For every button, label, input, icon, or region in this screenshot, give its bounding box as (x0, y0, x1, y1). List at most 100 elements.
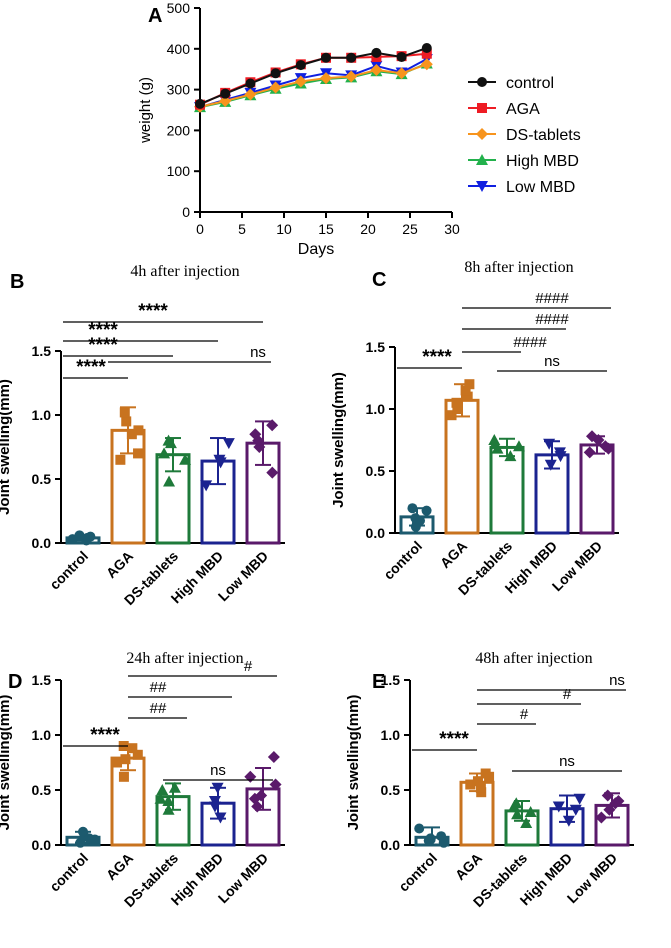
significance-label: **** (88, 335, 118, 356)
data-point (603, 803, 616, 816)
y-tick-label: 1.0 (381, 727, 401, 743)
x-axis-title: Days (298, 241, 334, 258)
data-point (112, 757, 123, 768)
data-point (252, 434, 265, 447)
legend-marker (477, 77, 487, 87)
data-point (244, 770, 257, 783)
data-point (395, 67, 408, 80)
data-point (320, 72, 332, 85)
significance-label: # (520, 706, 529, 723)
significance-label: # (563, 686, 572, 703)
significance-bracket: # (477, 686, 581, 705)
data-point (420, 58, 433, 71)
significance-label: #### (513, 334, 547, 351)
significance-bracket: #### (462, 311, 569, 330)
data-point (211, 782, 224, 794)
series-line-control (199, 47, 428, 105)
panel-a: A 0 100 200 300 400 500 0 5 10 15 20 25 30 Days weight … (137, 0, 581, 258)
data-point (451, 397, 462, 408)
significance-bracket: **** (397, 347, 462, 369)
data-point (162, 795, 175, 806)
legend-label-high-mbd: High MBD (506, 153, 579, 170)
bar-group-aga: AGA (103, 406, 146, 581)
y-tick-label: 0.0 (32, 535, 52, 551)
significance-bracket: **** (412, 729, 477, 751)
data-point (609, 797, 622, 810)
panel-title: 48h after injection (475, 650, 592, 667)
data-point (504, 450, 517, 462)
data-point (396, 51, 407, 62)
data-point (583, 446, 596, 459)
data-point (462, 391, 473, 402)
data-point (121, 416, 132, 427)
y-tick-label: 0.5 (32, 782, 52, 798)
significance-label: **** (138, 301, 168, 322)
y-tick-label: 200 (167, 122, 191, 138)
data-point (162, 803, 175, 815)
x-tick-label: control (46, 548, 91, 593)
x-tick-label: 25 (402, 221, 418, 237)
y-axis-title: Joint swelling(mm) (345, 695, 362, 831)
significance-label: ns (609, 672, 625, 689)
data-point (345, 70, 358, 83)
legend-marker (477, 103, 487, 113)
bar-group-control: control (46, 826, 101, 895)
x-tick-label: 15 (318, 221, 334, 237)
x-tick-label: 30 (444, 221, 460, 237)
data-point (294, 75, 307, 88)
panel-title: 8h after injection (464, 259, 573, 276)
data-point (544, 459, 557, 471)
data-point (120, 754, 131, 765)
data-point (245, 78, 256, 89)
data-point (119, 407, 130, 418)
data-point (415, 515, 426, 526)
data-point (179, 453, 192, 465)
data-point (602, 442, 615, 455)
data-point (133, 448, 144, 459)
panel-d: D 24h after injection 0.0 0.5 1.0 1.5 Joint sw… (0, 650, 285, 910)
data-point (118, 771, 129, 782)
panel-label-c: C (372, 269, 386, 291)
data-point (321, 52, 331, 63)
significance-bracket: ns (108, 344, 271, 363)
data-point (208, 801, 221, 813)
data-point (74, 530, 85, 541)
data-point (132, 749, 143, 760)
y-tick-label: 0.0 (381, 837, 401, 853)
significance-label: # (244, 658, 253, 675)
panel-label-b: B (10, 271, 24, 293)
data-point (465, 779, 476, 790)
data-point (295, 60, 306, 71)
y-tick-label: 0.5 (366, 463, 386, 479)
data-point (78, 826, 89, 837)
significance-bracket: ns (163, 762, 273, 781)
data-point (595, 811, 608, 824)
data-point (249, 428, 262, 441)
x-tick-label: 10 (276, 221, 292, 237)
series-low-mbd (194, 54, 433, 114)
significance-bracket: ns (497, 353, 607, 372)
significance-bracket: **** (63, 301, 263, 323)
panel-c: C 8h after injection 0.0 0.5 1.0 1.5 Joint swe… (330, 259, 619, 598)
significance-label: ns (250, 344, 266, 361)
bar-aga (444, 398, 480, 535)
data-point (269, 81, 282, 94)
data-point (480, 768, 491, 779)
data-point (213, 454, 226, 466)
data-point (446, 410, 457, 421)
y-tick-label: 1.0 (32, 727, 52, 743)
data-point (460, 385, 471, 396)
significance-bracket: # (477, 706, 536, 725)
x-tick-label: AGA (103, 850, 136, 883)
significance-label: **** (439, 729, 469, 750)
data-point (346, 52, 357, 63)
data-point (510, 797, 523, 809)
y-tick-label: 1.0 (366, 401, 386, 417)
data-point (425, 834, 436, 845)
series-control (195, 42, 432, 109)
y-tick-label: 1.0 (32, 407, 52, 423)
significance-label: ## (150, 679, 167, 696)
bar-low-mbd (579, 443, 615, 535)
panel-b: B 4h after injection 0.0 0.5 1.0 1.5 Joint swe… (0, 263, 285, 608)
data-point (220, 88, 231, 99)
